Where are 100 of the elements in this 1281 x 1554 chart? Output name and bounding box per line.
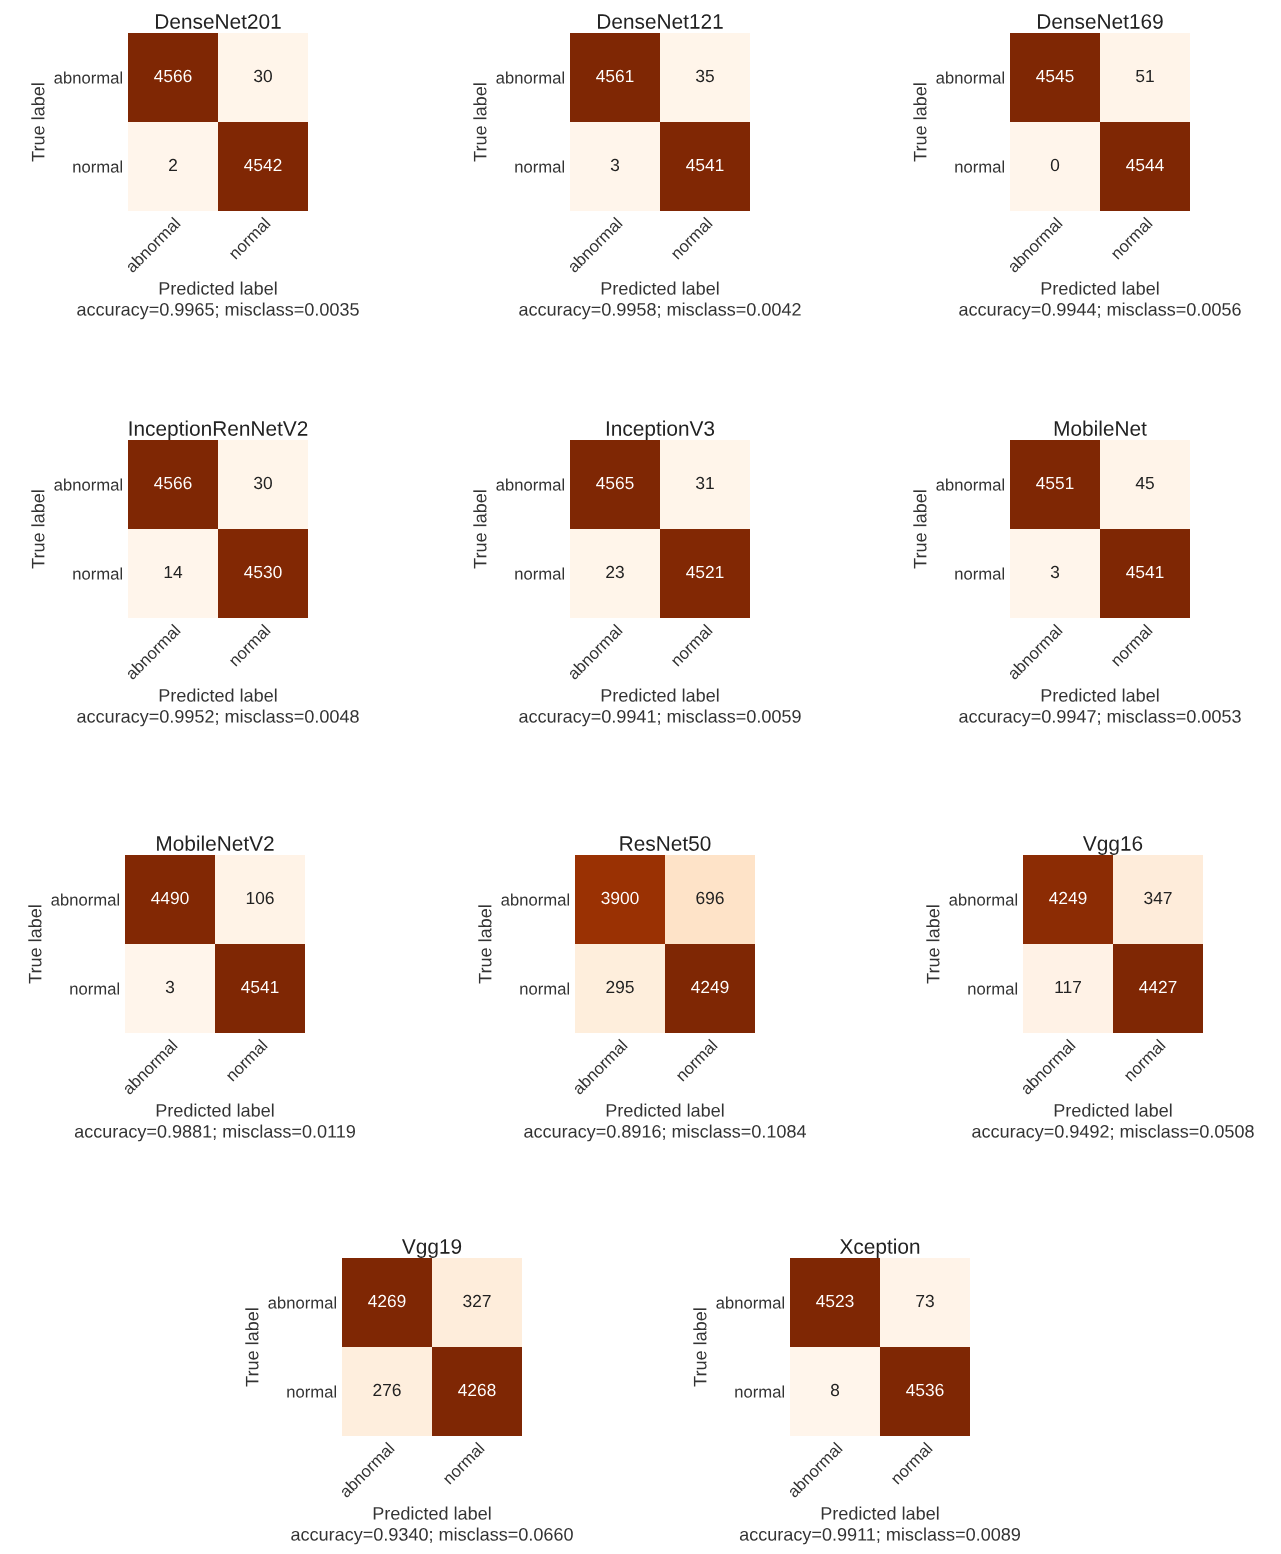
chart-title: Xception — [839, 1238, 920, 1258]
data-label: 4565 — [596, 476, 634, 490]
y-axis-title: True label — [245, 1308, 259, 1387]
data-label: 35 — [696, 69, 714, 83]
y-tick-label: abnormal — [51, 893, 120, 906]
text: accuracy=0.9941; misclass=0.0059 — [519, 709, 801, 727]
y-axis-title: True label — [926, 905, 940, 984]
data-label: 4536 — [906, 1383, 944, 1397]
text: accuracy=0.9944; misclass=0.0056 — [959, 302, 1241, 320]
y-tick-label: normal — [515, 567, 565, 580]
chart-title: MobileNetV2 — [157, 835, 274, 851]
data-label: 4490 — [151, 891, 189, 905]
y-axis-title: True label — [28, 905, 42, 984]
x-axis-title: Predicted label — [1041, 688, 1159, 702]
chart-title: DenseNet121 — [598, 14, 723, 29]
text: accuracy=0.9952; misclass=0.0048 — [77, 709, 359, 727]
chart-title: DenseNet201 — [156, 14, 281, 29]
chart-title: InceptionV3 — [606, 420, 715, 440]
chart-title: InceptionRenNetV2 — [129, 420, 308, 440]
text: accuracy=0.9947; misclass=0.0053 — [959, 709, 1241, 727]
chart-title: MobileNet — [1054, 420, 1147, 436]
y-axis-title: True label — [473, 83, 487, 162]
y-tick-label: normal — [955, 160, 1005, 173]
y-tick-label: normal — [73, 160, 123, 173]
data-label: 3900 — [601, 891, 639, 905]
data-label: 2 — [169, 158, 177, 171]
data-label: 8 — [830, 1383, 840, 1397]
x-axis-title: Predicted label — [606, 1103, 724, 1117]
data-label: 30 — [254, 476, 272, 490]
x-axis-title: Predicted label — [601, 688, 719, 702]
text: accuracy=0.9340; misclass=0.0660 — [291, 1527, 573, 1545]
y-tick-label: abnormal — [936, 71, 1005, 84]
data-label: 117 — [1055, 981, 1081, 993]
y-tick-label: abnormal — [496, 478, 565, 491]
x-axis-title: Predicted label — [373, 1506, 491, 1520]
data-label: 4249 — [1049, 891, 1087, 905]
text: accuracy=0.9492; misclass=0.0508 — [972, 1124, 1254, 1142]
data-label: 4530 — [244, 565, 282, 579]
data-label: 4545 — [1036, 70, 1074, 83]
text: accuracy=0.8916; misclass=0.1084 — [524, 1124, 806, 1142]
y-tick-label: abnormal — [54, 478, 123, 491]
data-label: 4551 — [1036, 477, 1074, 490]
y-tick-label: normal — [955, 567, 1005, 580]
data-label: 0 — [1050, 158, 1060, 172]
data-label: 23 — [606, 565, 624, 579]
y-tick-label: normal — [73, 567, 123, 580]
data-label: 14 — [164, 566, 183, 578]
data-label: 4521 — [686, 565, 724, 579]
y-tick-label: normal — [70, 982, 120, 995]
data-label: 4269 — [368, 1294, 406, 1308]
data-label: 3 — [165, 980, 175, 994]
data-label: 4541 — [241, 981, 279, 994]
y-axis-title: True label — [478, 905, 492, 984]
data-label: 4566 — [154, 476, 192, 490]
y-axis-title: True label — [913, 83, 927, 162]
data-label: 3 — [1050, 565, 1060, 579]
y-tick-label: abnormal — [949, 893, 1018, 906]
data-label: 276 — [373, 1383, 401, 1397]
y-tick-label: abnormal — [496, 71, 565, 84]
text: accuracy=0.9958; misclass=0.0042 — [519, 302, 801, 320]
y-axis-title: True label — [693, 1308, 707, 1387]
data-label: 4541 — [1126, 566, 1164, 579]
y-axis-title: True label — [473, 490, 487, 569]
data-label: 73 — [916, 1294, 934, 1308]
data-label: 696 — [696, 891, 724, 905]
data-label: 3 — [610, 158, 620, 172]
data-label: 30 — [254, 69, 272, 83]
chart-title: ResNet50 — [620, 836, 711, 851]
x-axis-title: Predicted label — [156, 1103, 274, 1117]
data-label: 4561 — [596, 69, 634, 83]
data-label: 295 — [606, 980, 634, 994]
text: accuracy=0.9965; misclass=0.0035 — [77, 302, 359, 320]
data-label: 4427 — [1139, 980, 1177, 993]
data-label: 4542 — [244, 158, 282, 172]
data-label: 4566 — [154, 69, 192, 83]
data-label: 31 — [696, 476, 714, 490]
y-tick-label: normal — [520, 982, 570, 995]
y-tick-label: abnormal — [54, 71, 123, 84]
y-axis-title: True label — [31, 490, 45, 569]
data-label: 45 — [1135, 477, 1154, 490]
data-label: 327 — [463, 1294, 491, 1308]
y-axis-title: True label — [31, 83, 45, 162]
y-axis-title: True label — [913, 490, 927, 569]
y-tick-label: normal — [515, 160, 565, 173]
x-axis-title: Predicted label — [1054, 1103, 1172, 1117]
data-label: 106 — [246, 891, 274, 905]
text: accuracy=0.9911; misclass=0.0089 — [739, 1527, 1020, 1545]
data-label: 347 — [1144, 891, 1172, 905]
data-label: 4268 — [458, 1383, 496, 1397]
data-label: 4541 — [686, 159, 724, 172]
x-axis-title: Predicted label — [601, 281, 719, 295]
chart-title: DenseNet169 — [1038, 14, 1163, 29]
data-label: 4249 — [691, 980, 729, 994]
chart-title: Vgg19 — [401, 1239, 462, 1258]
x-axis-title: Predicted label — [159, 688, 277, 702]
data-label: 4523 — [816, 1294, 854, 1308]
x-axis-title: Predicted label — [1041, 281, 1159, 295]
x-axis-title: Predicted label — [159, 281, 277, 295]
x-axis-title: Predicted label — [821, 1506, 939, 1520]
text: accuracy=0.9881; misclass=0.0119 — [74, 1124, 355, 1142]
